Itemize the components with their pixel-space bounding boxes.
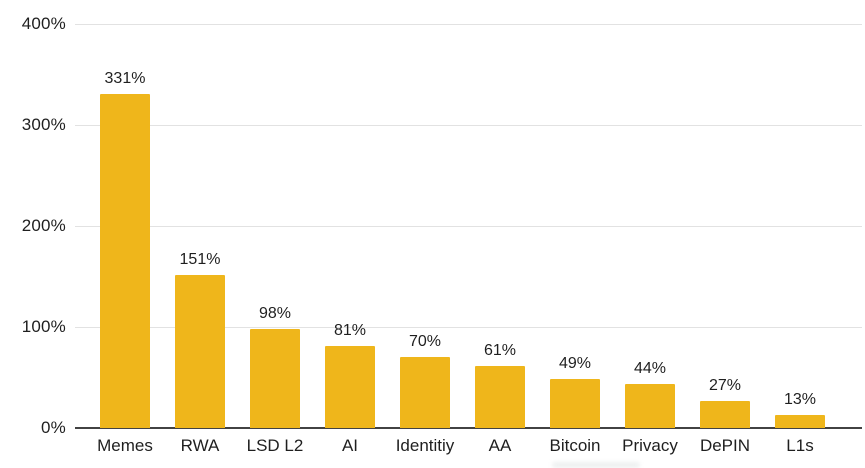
x-axis-line	[75, 427, 862, 429]
bar-lsd-l2	[250, 329, 300, 428]
bar-l1s	[775, 414, 825, 428]
bar-privacy	[625, 383, 675, 428]
x-axis-label-depin: DePIN	[699, 436, 751, 455]
value-label-depin: 27%	[708, 376, 742, 394]
gridline-300%	[75, 124, 862, 126]
gridline-400%	[75, 23, 862, 25]
gridline-100%	[75, 326, 862, 328]
bottom-edge-artifact	[552, 462, 640, 468]
x-axis-label-memes: Memes	[97, 436, 153, 455]
value-label-lsd-l2: 98%	[258, 305, 292, 323]
y-axis-tick-300%: 300%	[21, 115, 66, 134]
value-label-privacy: 44%	[633, 359, 667, 377]
y-axis-tick-0%: 0%	[41, 418, 66, 437]
value-label-bitcoin: 49%	[558, 354, 592, 372]
value-label-ai: 81%	[333, 322, 367, 340]
bar-identitiy	[400, 357, 450, 428]
x-axis-label-lsd-l2: LSD L2	[246, 436, 304, 455]
value-label-l1s: 13%	[783, 390, 817, 408]
y-axis-tick-400%: 400%	[21, 14, 66, 33]
x-axis-label-bitcoin: Bitcoin	[549, 436, 601, 455]
value-label-aa: 61%	[483, 342, 517, 360]
value-label-rwa: 151%	[179, 251, 221, 269]
bar-rwa	[175, 275, 225, 428]
x-axis-label-ai: AI	[341, 436, 359, 455]
bar-memes	[100, 93, 150, 428]
x-axis-label-identitiy: Identitiy	[395, 436, 455, 455]
y-axis-tick-200%: 200%	[21, 216, 66, 235]
value-label-identitiy: 70%	[408, 333, 442, 351]
x-axis-label-privacy: Privacy	[622, 436, 678, 455]
bar-bitcoin	[550, 378, 600, 428]
bar-aa	[475, 366, 525, 428]
x-axis-label-l1s: L1s	[786, 436, 814, 455]
x-axis-label-aa: AA	[488, 436, 512, 455]
y-axis-tick-100%: 100%	[21, 317, 66, 336]
gridline-200%	[75, 225, 862, 227]
x-axis-label-rwa: RWA	[180, 436, 220, 455]
value-label-memes: 331%	[104, 69, 146, 87]
bar-depin	[700, 400, 750, 428]
bar-ai	[325, 346, 375, 428]
